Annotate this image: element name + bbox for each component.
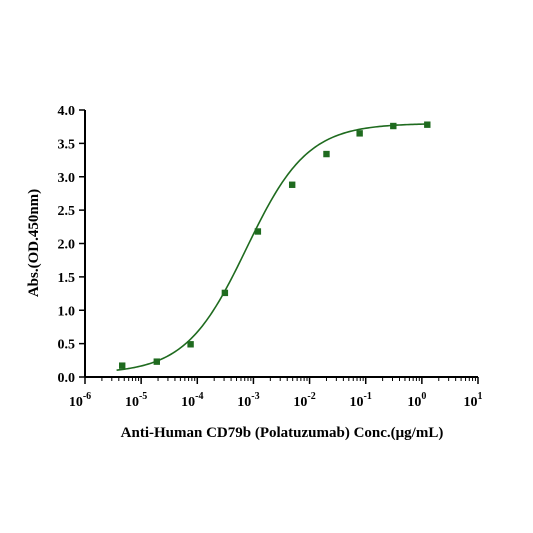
- y-axis-title: Abs.(OD.450nm): [26, 189, 42, 297]
- y-axis: 0.0 0.5 1.0 1.5 2.0 2.5 3.0 3.5 4.0: [58, 104, 86, 386]
- data-point: [119, 362, 126, 369]
- data-point: [187, 341, 194, 348]
- y-tick-label: 4.0: [58, 104, 76, 119]
- x-tick-base: 10: [125, 395, 139, 410]
- x-tick-label: 10-6: [69, 391, 91, 410]
- x-tick-label: 10-1: [350, 391, 372, 410]
- data-point: [221, 289, 229, 297]
- y-tick-label: 2.5: [58, 204, 76, 219]
- data-points: [119, 121, 431, 369]
- data-point: [356, 130, 363, 137]
- data-point: [323, 150, 330, 158]
- plot-area: [116, 121, 431, 371]
- y-tick-label: 1.0: [58, 304, 76, 319]
- x-tick-base: 10: [407, 395, 421, 410]
- x-ticks: 10-6 10-5 10-4 10-3 10-2 10-1 100 101: [69, 377, 483, 410]
- x-tick-base: 10: [237, 395, 251, 410]
- y-tick-label: 0.0: [58, 371, 76, 386]
- x-tick-label: 10-4: [181, 391, 203, 410]
- x-axis-title: Anti-Human CD79b (Polatuzumab) Conc.(μg/…: [121, 425, 444, 441]
- x-tick-label: 10-5: [125, 391, 147, 410]
- y-tick-label: 3.0: [58, 171, 76, 186]
- x-tick-exponent: 0: [421, 391, 426, 402]
- x-tick-base: 10: [464, 395, 478, 410]
- x-axis: 10-6 10-5 10-4 10-3 10-2 10-1 100 101: [69, 376, 483, 410]
- data-point: [390, 122, 397, 130]
- x-tick-label: 100: [407, 391, 426, 410]
- x-tick-base: 10: [69, 395, 83, 410]
- x-tick-base: 10: [181, 395, 195, 410]
- fit-curve: [116, 123, 429, 371]
- x-tick-label: 101: [464, 391, 483, 410]
- x-tick-exponent: -2: [307, 391, 315, 402]
- x-tick-label: 10-2: [293, 391, 315, 410]
- x-tick-exponent: 1: [478, 391, 483, 402]
- x-tick-exponent: -6: [83, 391, 91, 402]
- x-tick-exponent: -4: [195, 391, 203, 402]
- x-tick-exponent: -1: [364, 391, 372, 402]
- x-tick-label: 10-3: [237, 391, 259, 410]
- data-point: [288, 181, 296, 188]
- y-tick-label: 1.5: [58, 271, 76, 286]
- y-tick-label: 3.5: [58, 137, 76, 152]
- x-tick-exponent: -3: [251, 391, 259, 402]
- data-point: [153, 358, 160, 365]
- y-tick-label: 2.0: [58, 238, 76, 253]
- y-tick-label: 0.5: [58, 338, 76, 353]
- data-point: [254, 228, 262, 235]
- data-point: [424, 121, 431, 128]
- x-tick-exponent: -5: [139, 391, 147, 402]
- y-ticks: 0.0 0.5 1.0 1.5 2.0 2.5 3.0 3.5 4.0: [58, 104, 85, 386]
- x-tick-base: 10: [350, 395, 364, 410]
- x-tick-base: 10: [293, 395, 307, 410]
